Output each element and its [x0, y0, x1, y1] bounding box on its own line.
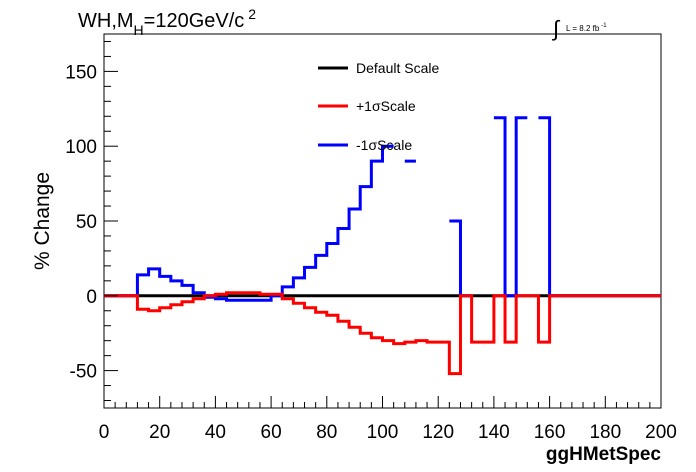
x-tick-label: 60: [261, 422, 282, 443]
legend-label: +1σScale: [356, 98, 416, 114]
x-tick-label: 20: [149, 422, 170, 443]
legend-label: -1σScale: [356, 137, 412, 153]
frame: [103, 33, 662, 409]
x-tick-label: 0: [99, 422, 110, 443]
y-axis: -50 0 50 100 150: [65, 40, 118, 402]
y-tick-label: 100: [65, 137, 97, 158]
x-tick-label: 160: [534, 422, 566, 443]
x-axis-label: ggHMetSpec: [546, 444, 662, 465]
legend-label: Default Scale: [356, 60, 439, 76]
series-line-minus1sigma: [104, 116, 661, 302]
x-tick-label: 180: [589, 422, 621, 443]
chart-title: WH,MH=120GeV/c 2: [78, 6, 256, 38]
luminosity-label: L = 8.2 fb -1: [566, 23, 607, 33]
x-tick-label: 140: [478, 422, 510, 443]
y-tick-label: 150: [65, 62, 97, 83]
title-subscript: H: [134, 22, 144, 38]
x-tick-label: 40: [205, 422, 226, 443]
title-superscript: 2: [248, 6, 256, 22]
x-tick-label: 200: [645, 422, 677, 443]
y-axis-label: % Change: [31, 172, 54, 270]
y-tick-label: -50: [70, 362, 97, 383]
y-tick-label: 0: [86, 287, 97, 308]
x-tick-label: 100: [367, 422, 399, 443]
plot-area: [104, 116, 661, 376]
integral-icon: ∫: [551, 16, 561, 41]
x-tick-label: 80: [316, 422, 337, 443]
y-tick-label: 50: [76, 212, 97, 233]
x-axis: 0 20 40 60 80 100 120 140 160 180 200: [99, 396, 677, 443]
series-line-plus1sigma: [104, 291, 661, 376]
x-tick-label: 120: [422, 422, 454, 443]
legend: Default Scale +1σScale -1σScale: [318, 60, 439, 153]
